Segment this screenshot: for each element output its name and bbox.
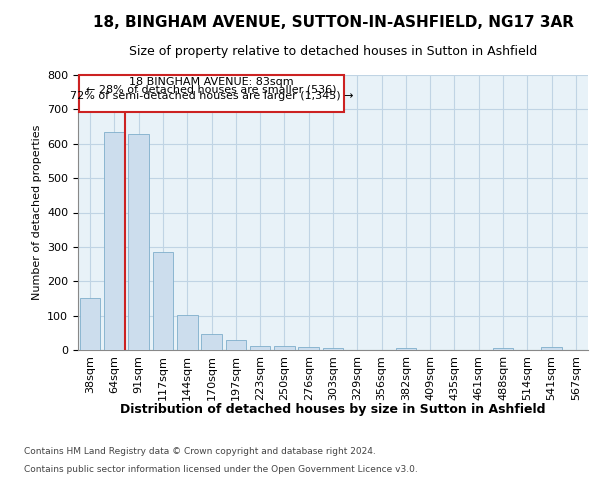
- Bar: [323, 348, 343, 350]
- Bar: [80, 298, 100, 350]
- Text: ← 28% of detached houses are smaller (536): ← 28% of detached houses are smaller (53…: [86, 84, 337, 94]
- Text: Size of property relative to detached houses in Sutton in Ashfield: Size of property relative to detached ho…: [129, 45, 537, 58]
- Text: Contains HM Land Registry data © Crown copyright and database right 2024.: Contains HM Land Registry data © Crown c…: [24, 448, 376, 456]
- Bar: [298, 346, 319, 350]
- Text: Distribution of detached houses by size in Sutton in Ashfield: Distribution of detached houses by size …: [120, 402, 546, 415]
- Bar: [177, 314, 197, 350]
- Text: 18, BINGHAM AVENUE, SUTTON-IN-ASHFIELD, NG17 3AR: 18, BINGHAM AVENUE, SUTTON-IN-ASHFIELD, …: [92, 15, 574, 30]
- Bar: [128, 134, 149, 350]
- Bar: [395, 348, 416, 350]
- Text: Contains public sector information licensed under the Open Government Licence v3: Contains public sector information licen…: [24, 465, 418, 474]
- Bar: [541, 346, 562, 350]
- Bar: [201, 334, 222, 350]
- Bar: [274, 346, 295, 350]
- Text: 72% of semi-detached houses are larger (1,345) →: 72% of semi-detached houses are larger (…: [70, 91, 353, 101]
- Bar: [250, 346, 271, 350]
- Y-axis label: Number of detached properties: Number of detached properties: [32, 125, 41, 300]
- Bar: [152, 252, 173, 350]
- Bar: [226, 340, 246, 350]
- Text: 18 BINGHAM AVENUE: 83sqm: 18 BINGHAM AVENUE: 83sqm: [129, 78, 294, 88]
- FancyBboxPatch shape: [79, 75, 344, 112]
- Bar: [493, 348, 514, 350]
- Bar: [104, 132, 125, 350]
